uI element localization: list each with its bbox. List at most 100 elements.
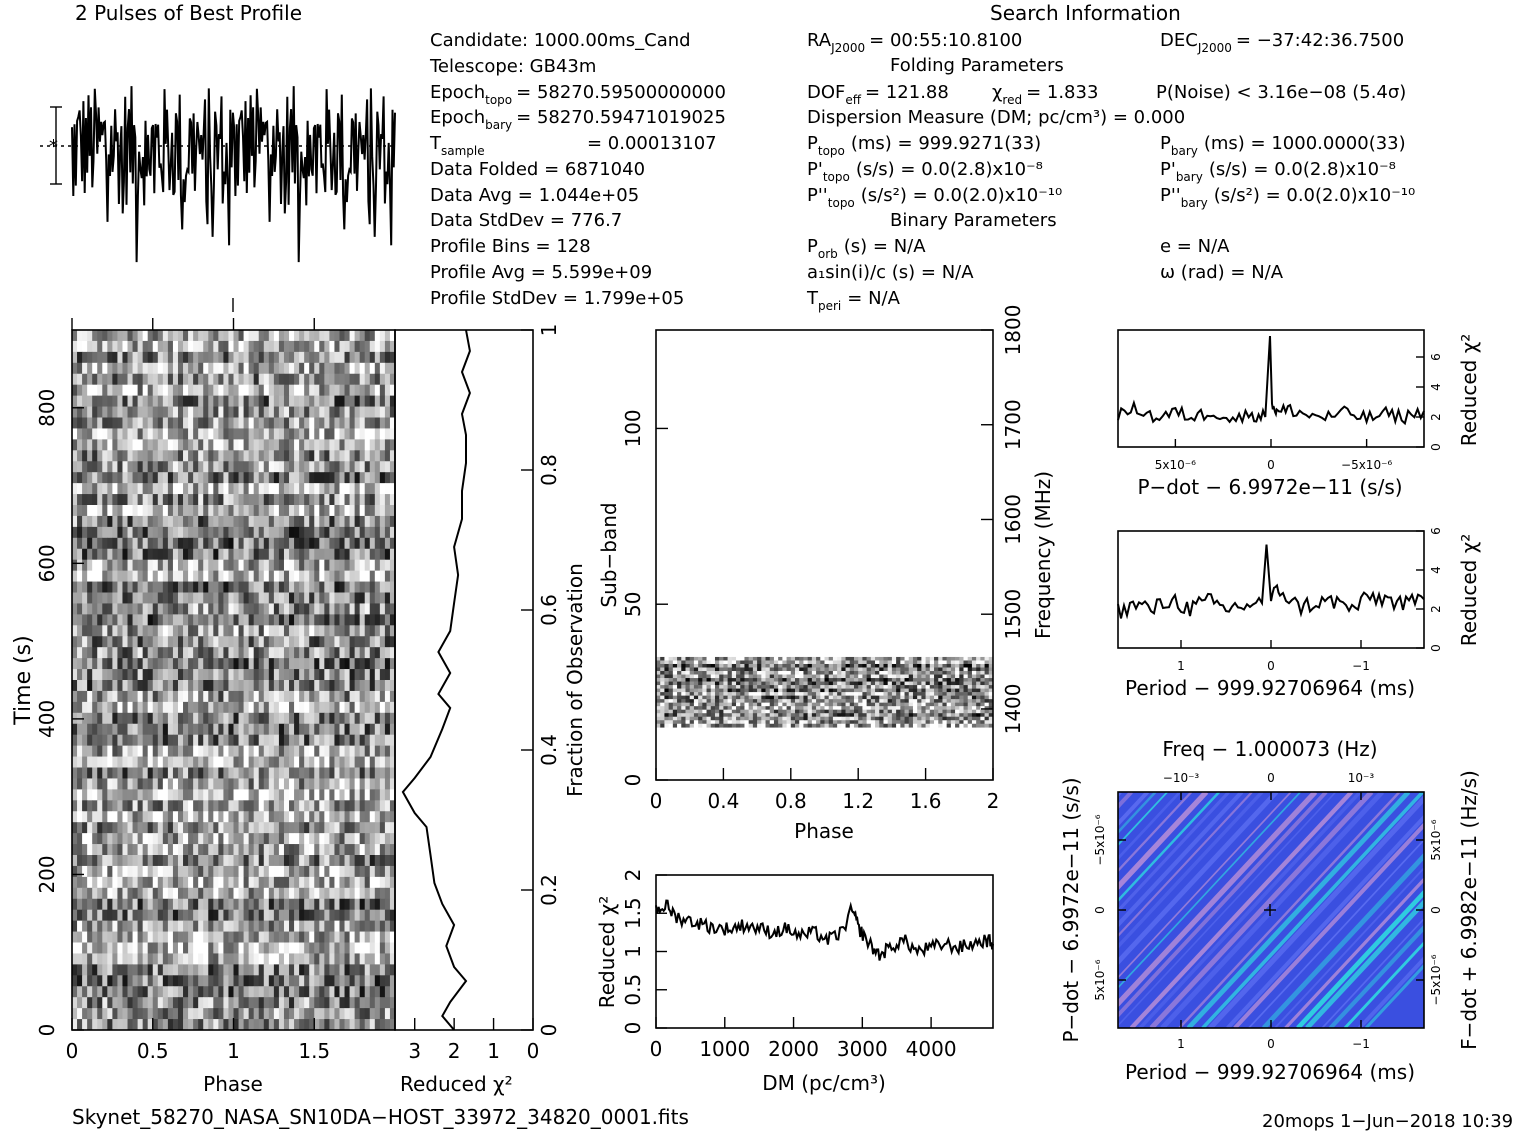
time-phase-cell [157, 778, 164, 790]
time-phase-cell [314, 756, 320, 768]
time-phase-cell [77, 964, 83, 976]
time-phase-cell [77, 942, 83, 954]
time-phase-cell [389, 942, 395, 954]
time-phase-cell [112, 351, 118, 364]
subband-cell [689, 667, 695, 672]
time-phase-cell [314, 767, 320, 779]
time-phase-cell [162, 384, 169, 397]
time-phase-cell [213, 428, 219, 440]
time-phase-cell [238, 428, 244, 440]
time-phase-cell [92, 461, 98, 473]
subband-cell [807, 671, 813, 675]
time-phase-cell [289, 964, 295, 976]
subband-cell [656, 660, 661, 665]
time-phase-cell [289, 559, 295, 572]
time-phase-cell [349, 822, 356, 834]
time-phase-cell [349, 417, 356, 429]
time-phase-cell [107, 778, 113, 790]
time-phase-cell [273, 636, 280, 648]
time-phase-cell [389, 461, 395, 473]
time-phase-cell [294, 570, 300, 582]
time-phase-cell [344, 406, 350, 418]
time-phase-cell [137, 614, 144, 626]
time-phase-cell [87, 865, 93, 878]
time-phase-cell [157, 472, 164, 484]
time-phase-cell [324, 330, 330, 342]
subband-cell [908, 660, 914, 665]
time-phase-cell [243, 625, 250, 637]
time-phase-cell [334, 701, 340, 714]
subband-cell [765, 681, 771, 686]
subband-cell [660, 671, 665, 675]
subband-cell [879, 667, 884, 672]
time-phase-cell [183, 1008, 189, 1020]
time-phase-cell [137, 756, 144, 768]
time-phase-cell [283, 701, 290, 714]
time-phase-cell [294, 1008, 300, 1020]
time-phase-cell [208, 581, 214, 593]
subband-cell [837, 685, 842, 689]
time-phase-cell [329, 887, 335, 900]
subband-cell [955, 667, 960, 672]
time-phase-cell [379, 570, 386, 582]
time-phase-cell [329, 975, 335, 987]
time-phase-cell [248, 428, 255, 440]
time-phase-cell [268, 406, 275, 418]
time-phase-cell [147, 986, 154, 998]
time-phase-cell [198, 1008, 204, 1020]
subband-cell [660, 667, 665, 672]
time-phase-cell [142, 658, 149, 670]
time-phase-cell [304, 636, 310, 648]
time-phase-cell [253, 330, 260, 342]
time-phase-cell [314, 494, 320, 506]
subband-cell [748, 674, 754, 679]
time-phase-cell [147, 647, 154, 659]
time-phase-cell [299, 494, 305, 506]
time-phase-cell [374, 920, 381, 932]
time-phase-cell [188, 701, 194, 714]
subband-cell [660, 688, 665, 693]
time-phase-cell [233, 647, 239, 659]
time-phase-cell [329, 833, 335, 845]
time-phase-cell [253, 406, 260, 418]
subband-cell [693, 671, 699, 675]
time-phase-cell [228, 811, 234, 823]
time-phase-cell [243, 669, 250, 681]
time-phase-cell [167, 1019, 174, 1030]
subband-cell [719, 681, 724, 686]
time-phase-cell [102, 483, 108, 495]
time-phase-cell [203, 428, 209, 440]
time-phase-cell [339, 964, 345, 976]
subband-cell [723, 674, 728, 679]
subband-cell [761, 688, 766, 693]
time-phase-cell [167, 351, 174, 364]
subband-cell [929, 667, 935, 672]
time-phase-cell [374, 898, 381, 911]
time-phase-cell [329, 953, 335, 965]
time-phase-cell [107, 373, 113, 386]
time-phase-cell [177, 745, 184, 757]
time-phase-cell [188, 855, 194, 867]
time-phase-cell [162, 986, 169, 998]
time-phase-cell [137, 986, 144, 998]
time-phase-cell [324, 701, 330, 714]
time-phase-cell [157, 373, 164, 386]
time-phase-cell [253, 526, 260, 539]
time-phase-cell [359, 472, 366, 484]
time-phase-cell [339, 942, 345, 954]
time-phase-cell [233, 909, 239, 922]
time-phase-cell [142, 789, 149, 801]
time-phase-cell [137, 734, 144, 747]
subband-cell [744, 688, 749, 693]
time-phase-cell [344, 559, 350, 572]
subband-cell [727, 681, 733, 686]
time-phase-cell [324, 450, 330, 462]
time-phase-cell [203, 417, 209, 429]
time-phase-cell [117, 920, 123, 932]
time-phase-cell [379, 625, 386, 637]
time-phase-cell [299, 461, 305, 473]
time-phase-cell [294, 669, 300, 681]
time-phase-cell [389, 844, 395, 856]
time-phase-cell [228, 362, 234, 375]
time-phase-cell [193, 494, 199, 506]
